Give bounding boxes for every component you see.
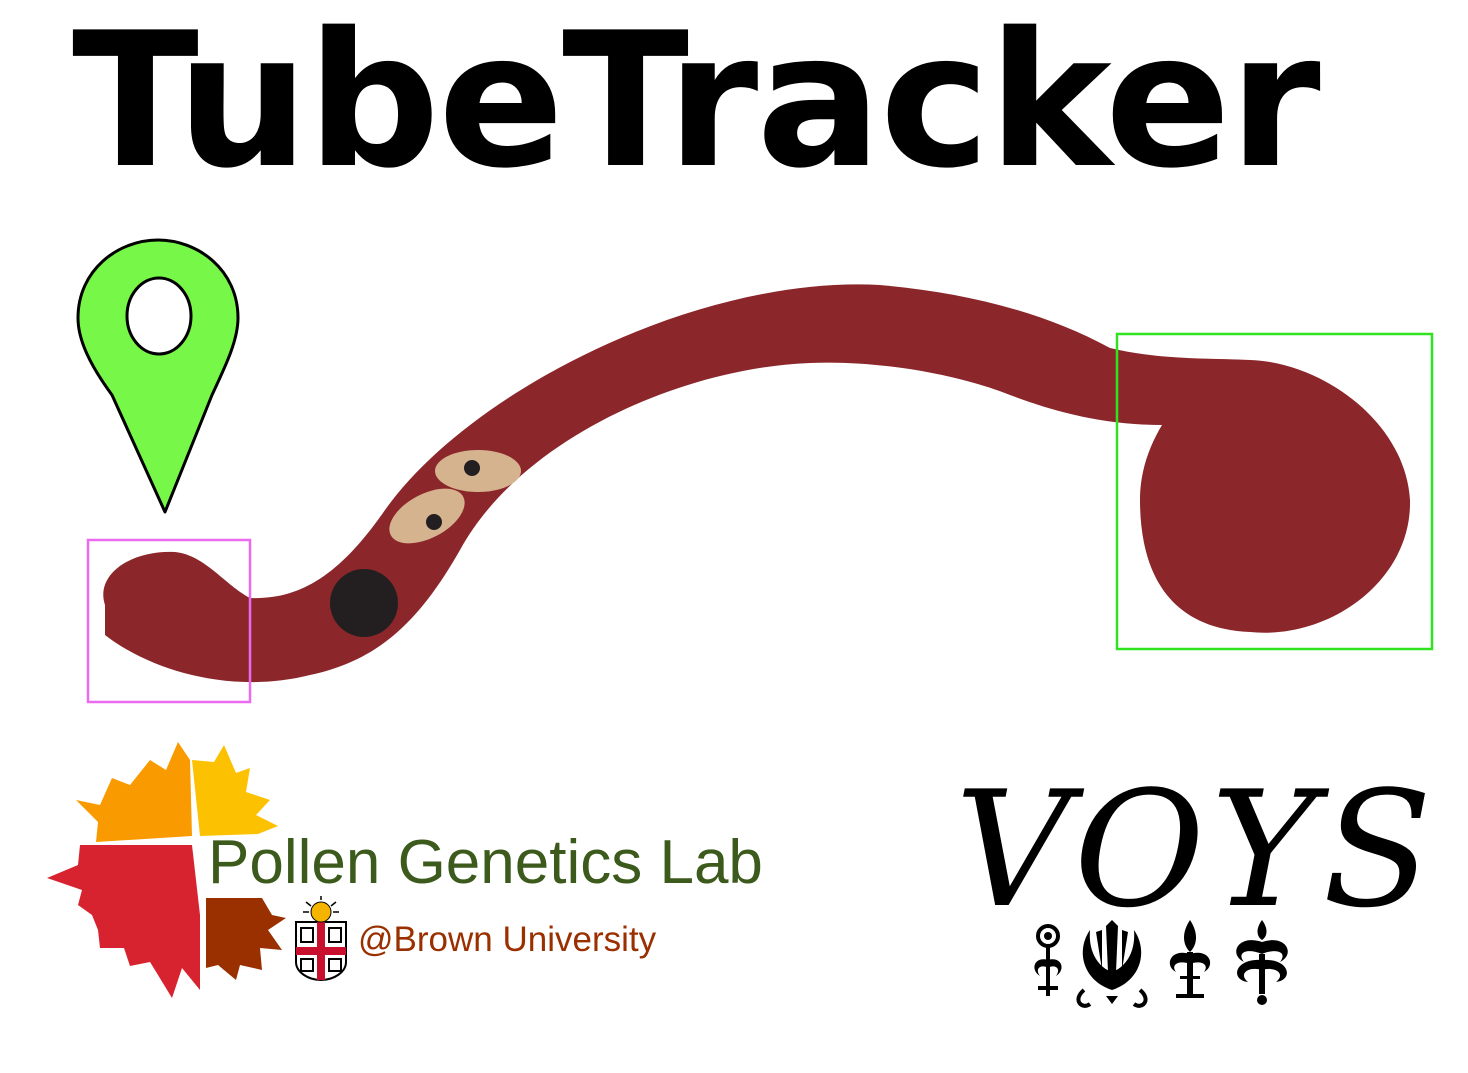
grain-tracking-box <box>1115 332 1434 651</box>
voys-logo: VOYS <box>955 756 1439 943</box>
app-title: TubeTracker <box>72 0 1321 209</box>
lab-affiliation: @Brown University <box>358 920 657 959</box>
pollen-sun-logo-icon <box>47 742 286 998</box>
sperm-cell-2 <box>389 488 465 544</box>
sperm-nucleus-2 <box>426 514 442 530</box>
vegetative-nucleus <box>330 569 398 637</box>
map-pin-icon <box>76 238 240 514</box>
tip-tracking-box <box>86 538 252 704</box>
voys-ornament-icon <box>1034 920 1288 1008</box>
pollen-tube <box>103 284 1411 683</box>
sperm-nucleus-1 <box>464 460 480 476</box>
lab-name: Pollen Genetics Lab <box>208 828 763 897</box>
brown-shield-icon <box>295 896 347 982</box>
